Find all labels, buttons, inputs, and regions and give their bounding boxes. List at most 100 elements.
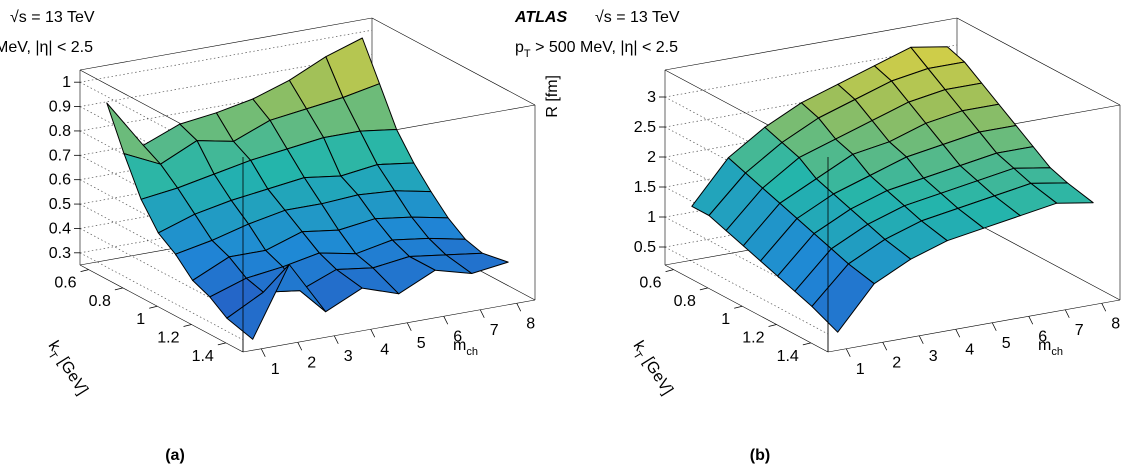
x-tick (297, 342, 303, 351)
box-edge (79, 17, 373, 71)
x-tick (443, 316, 449, 325)
grid-line (79, 252, 244, 341)
selection-sub: T (524, 48, 531, 60)
y-axis-label: kT [GeV] (626, 338, 676, 400)
y-tick (734, 305, 743, 309)
x-tick (1064, 309, 1070, 318)
z-tick-label: 0.5 (49, 196, 71, 213)
surface-cell (106, 102, 161, 165)
y-tick-label: 1 (721, 311, 730, 328)
x-tick-label: 6 (1038, 328, 1047, 345)
x-tick-label: 4 (965, 341, 974, 358)
y-tick (665, 269, 674, 272)
y-tick (80, 269, 89, 272)
box-edge (956, 17, 1121, 106)
y-tick (114, 287, 123, 291)
z-tick-label: 0.3 (49, 245, 71, 262)
z-tick-label: 2 (647, 149, 656, 166)
z-tick-label: 1 (647, 209, 656, 226)
grid-line (664, 216, 829, 305)
y-tick-label: 1 (136, 311, 145, 328)
x-tick-label: 3 (344, 348, 353, 365)
x-tick (1101, 303, 1107, 312)
x-tick (882, 342, 888, 351)
x-tick-label: 8 (1111, 315, 1120, 332)
z-axis-label: R [fm] (544, 75, 561, 118)
selection: pT > 500 MeV, |η| < 2.5 (515, 39, 678, 60)
y-tick-label: 0.6 (639, 275, 661, 292)
y-tick-label: 1.4 (777, 348, 799, 365)
y-tick (183, 324, 192, 327)
y-tick-label: 0.8 (674, 293, 696, 310)
energy: √s = 13 TeV (10, 9, 95, 26)
grid-line (79, 54, 373, 107)
grid-line (79, 203, 244, 292)
x-tick (260, 348, 266, 357)
grid-line (79, 29, 373, 83)
z-tick-label: 1.5 (634, 179, 656, 196)
panel-label: (a) (165, 447, 185, 464)
grid-line (79, 228, 244, 316)
y-tick-label: 1.2 (157, 330, 179, 347)
x-tick-label: 4 (380, 341, 389, 358)
x-tick-label: 2 (892, 354, 901, 371)
x-tick-label: 7 (1075, 322, 1084, 339)
x-tick (918, 335, 924, 344)
y-axis-label-rest: [GeV] (52, 351, 90, 398)
grid-line (664, 96, 829, 185)
z-tick-label: 0.5 (634, 239, 656, 256)
surface-cell (811, 263, 875, 333)
x-tick-label: 3 (929, 348, 938, 365)
y-tick-label: 0.6 (54, 275, 76, 292)
x-tick-label: 2 (307, 354, 316, 371)
y-tick (768, 324, 777, 327)
x-tick-label: 6 (453, 328, 462, 345)
z-tick-label: 1 (62, 74, 71, 91)
x-tick (1028, 316, 1034, 325)
energy: √s = 13 TeV (595, 9, 680, 26)
x-axis-label-base: m (1038, 337, 1051, 354)
box-edge (827, 299, 1121, 353)
selection: pT > 500 MeV, |η| < 2.5 (0, 39, 93, 60)
y-tick (699, 287, 708, 291)
x-tick-label: 8 (526, 315, 535, 332)
z-tick-label: 0.8 (49, 123, 71, 140)
x-tick (333, 335, 339, 344)
z-tick-label: 0.7 (49, 147, 71, 164)
x-tick (955, 329, 961, 338)
x-tick (370, 329, 376, 338)
experiment: ATLAS (514, 9, 567, 26)
box-edge (664, 17, 958, 71)
z-tick-label: 2.5 (634, 119, 656, 136)
x-axis-label: mch (1038, 337, 1063, 358)
box-edge (79, 264, 244, 353)
box-edge (242, 299, 536, 353)
y-axis-label-rest: [GeV] (637, 351, 675, 398)
x-tick-label: 1 (856, 361, 865, 378)
x-tick-label: 1 (271, 361, 280, 378)
x-tick (479, 309, 485, 318)
y-tick (802, 342, 811, 346)
z-tick-label: 3 (647, 89, 656, 106)
selection-rest: > 500 MeV, |η| < 2.5 (0, 39, 93, 56)
y-axis-label: kT [GeV] (41, 338, 91, 400)
y-tick-label: 1.2 (742, 330, 764, 347)
x-tick (406, 322, 412, 331)
box-edge (371, 17, 536, 106)
z-tick-label: 0.6 (49, 172, 71, 189)
x-tick (516, 303, 522, 312)
x-axis-label: mch (453, 337, 478, 358)
x-tick-label: 5 (1002, 335, 1011, 352)
x-axis-label-sub: ch (1051, 346, 1063, 358)
grid-line (664, 44, 958, 98)
y-tick-label: 1.4 (192, 348, 214, 365)
y-tick (149, 305, 158, 309)
z-tick-label: 0.4 (49, 220, 71, 237)
grid-line (79, 78, 373, 132)
x-tick-label: 7 (490, 322, 499, 339)
grid-line (79, 81, 244, 170)
x-tick-label: 5 (417, 335, 426, 352)
x-tick (845, 348, 851, 357)
x-axis-label-base: m (453, 337, 466, 354)
